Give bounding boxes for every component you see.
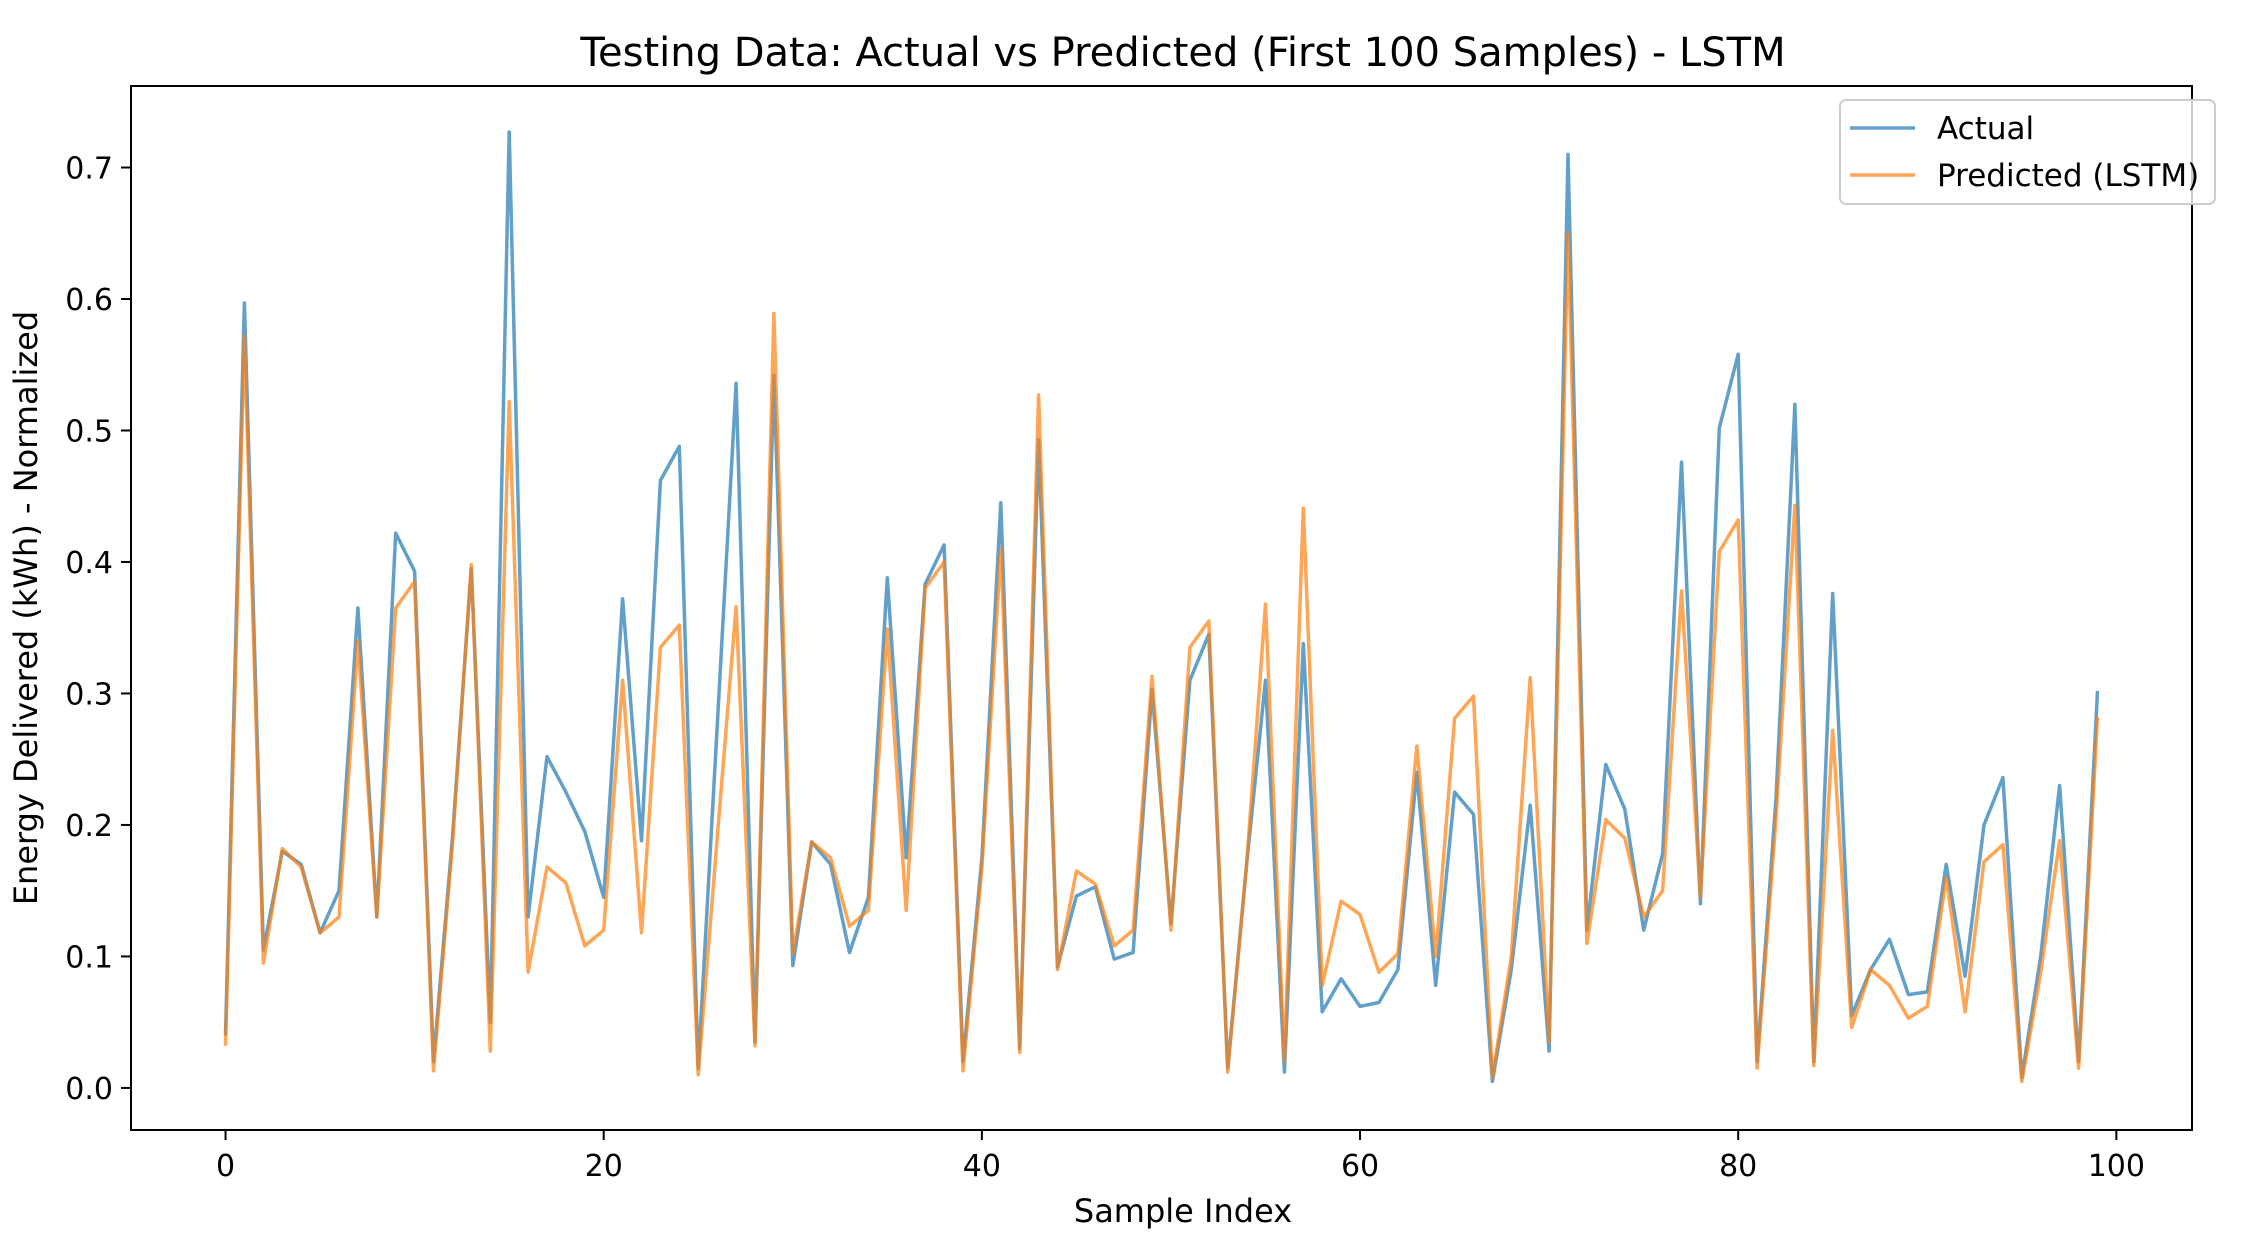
y-tick-label: 0.6 bbox=[65, 283, 113, 318]
y-tick-label: 0.3 bbox=[65, 677, 113, 712]
x-tick-label: 60 bbox=[1341, 1149, 1379, 1184]
legend: Actual Predicted (LSTM) bbox=[1839, 99, 2216, 205]
y-tick-label: 0.5 bbox=[65, 414, 113, 449]
x-tick-label: 20 bbox=[585, 1149, 623, 1184]
x-tick-label: 40 bbox=[963, 1149, 1001, 1184]
plot-frame bbox=[130, 85, 2193, 1131]
x-axis: 0 20 40 60 80 100 bbox=[216, 1130, 2145, 1184]
y-tick-label: 0.7 bbox=[65, 152, 113, 187]
y-axis: 0.0 0.1 0.2 0.3 0.4 0.5 0.6 0.7 bbox=[65, 152, 131, 1107]
y-tick-label: 0.0 bbox=[65, 1072, 113, 1107]
x-tick-label: 80 bbox=[1719, 1149, 1757, 1184]
series-line-predicted bbox=[223, 231, 2100, 1084]
legend-box bbox=[1839, 99, 2216, 205]
x-tick-label: 0 bbox=[216, 1149, 235, 1184]
series-layer bbox=[223, 130, 2100, 1084]
chart-title: Testing Data: Actual vs Predicted (First… bbox=[579, 30, 1785, 76]
y-axis-title: Energy Delivered (kWh) - Normalized bbox=[7, 311, 45, 905]
y-tick-label: 0.4 bbox=[65, 546, 113, 581]
legend-label-actual: Actual bbox=[1937, 111, 2034, 147]
y-tick-label: 0.2 bbox=[65, 809, 113, 844]
x-axis-title: Sample Index bbox=[1074, 1192, 1292, 1230]
y-tick-label: 0.1 bbox=[65, 940, 113, 975]
legend-label-predicted: Predicted (LSTM) bbox=[1937, 158, 2199, 194]
x-tick-label: 100 bbox=[2088, 1149, 2145, 1184]
